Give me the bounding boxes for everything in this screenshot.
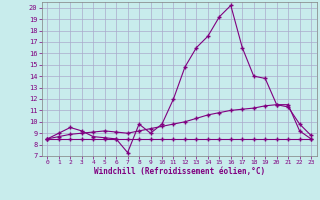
X-axis label: Windchill (Refroidissement éolien,°C): Windchill (Refroidissement éolien,°C) bbox=[94, 167, 265, 176]
